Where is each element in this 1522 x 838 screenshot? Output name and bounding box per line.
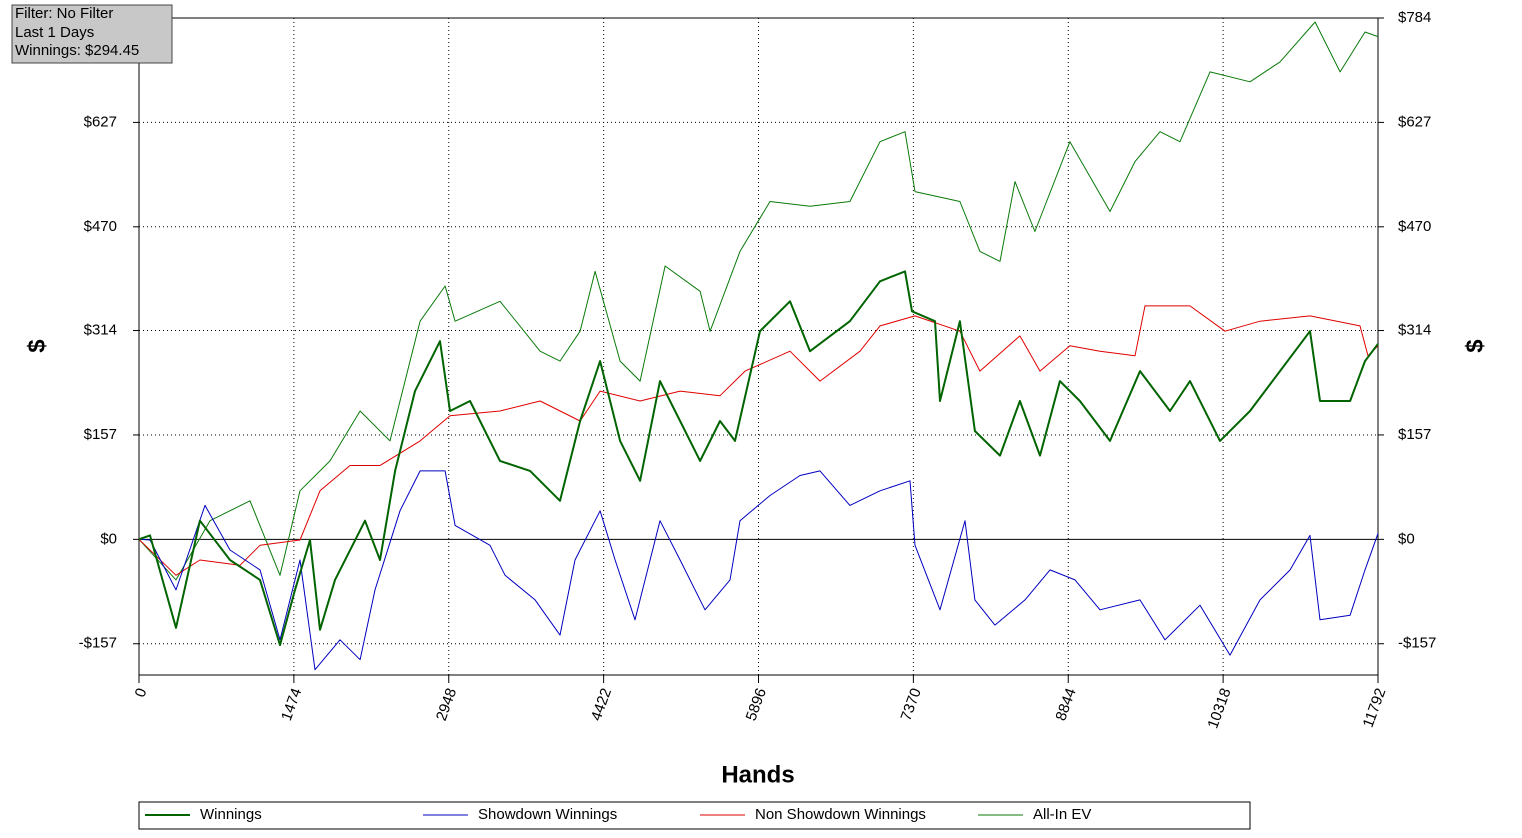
y2-tick-label: $314	[1398, 322, 1431, 339]
x-tick-label: 11792	[1360, 686, 1390, 730]
y2-tick-label: $470	[1398, 218, 1431, 235]
series-line	[138, 270, 1379, 647]
y-tick-label: $314	[84, 322, 117, 339]
x-tick-label: 7370	[897, 686, 924, 723]
info-line: Last 1 Days	[15, 24, 94, 41]
legend-label: Winnings	[200, 806, 262, 823]
info-line: Winnings: $294.45	[15, 42, 139, 59]
x-tick-label: 10318	[1204, 686, 1234, 731]
y-tick-label: $470	[84, 218, 117, 235]
y2-tick-label: $784	[1398, 9, 1431, 26]
x-tick-label: 8844	[1052, 686, 1079, 723]
y-tick-label: -$157	[79, 635, 117, 652]
legend-label: Non Showdown Winnings	[755, 806, 926, 823]
series-line	[138, 305, 1379, 576]
lines	[138, 21, 1379, 671]
legend-entries: Winnings Showdown Winnings Non Showdown Wi…	[145, 806, 1091, 823]
series-line	[138, 21, 1379, 581]
y2-tick-label: $0	[1398, 530, 1415, 547]
x-axis-label: Hands	[721, 761, 794, 788]
x-tick-label: 0	[132, 686, 151, 700]
legend-label: Showdown Winnings	[478, 806, 617, 823]
legend-label: All-In EV	[1033, 806, 1091, 823]
y2-tick-label: $157	[1398, 426, 1431, 443]
y2-tick-label: $627	[1398, 113, 1431, 130]
series-line	[138, 470, 1379, 671]
x-tick-label: 1474	[278, 686, 305, 723]
legend	[138, 801, 1251, 830]
y-axis-label: $	[23, 339, 50, 353]
y-tick-label: $627	[84, 113, 117, 130]
x-tick-label: 4422	[588, 686, 615, 723]
y2-axis-label: $	[1461, 339, 1488, 353]
info-box	[11, 4, 173, 64]
info-line: Filter: No Filter	[15, 5, 113, 22]
y-tick-label: $0	[100, 530, 117, 547]
x-tick-label: 5896	[743, 686, 770, 723]
y2-tick-label: -$157	[1398, 635, 1436, 652]
y-tick-label: $157	[84, 426, 117, 443]
x-tick-label: 2948	[433, 686, 460, 723]
